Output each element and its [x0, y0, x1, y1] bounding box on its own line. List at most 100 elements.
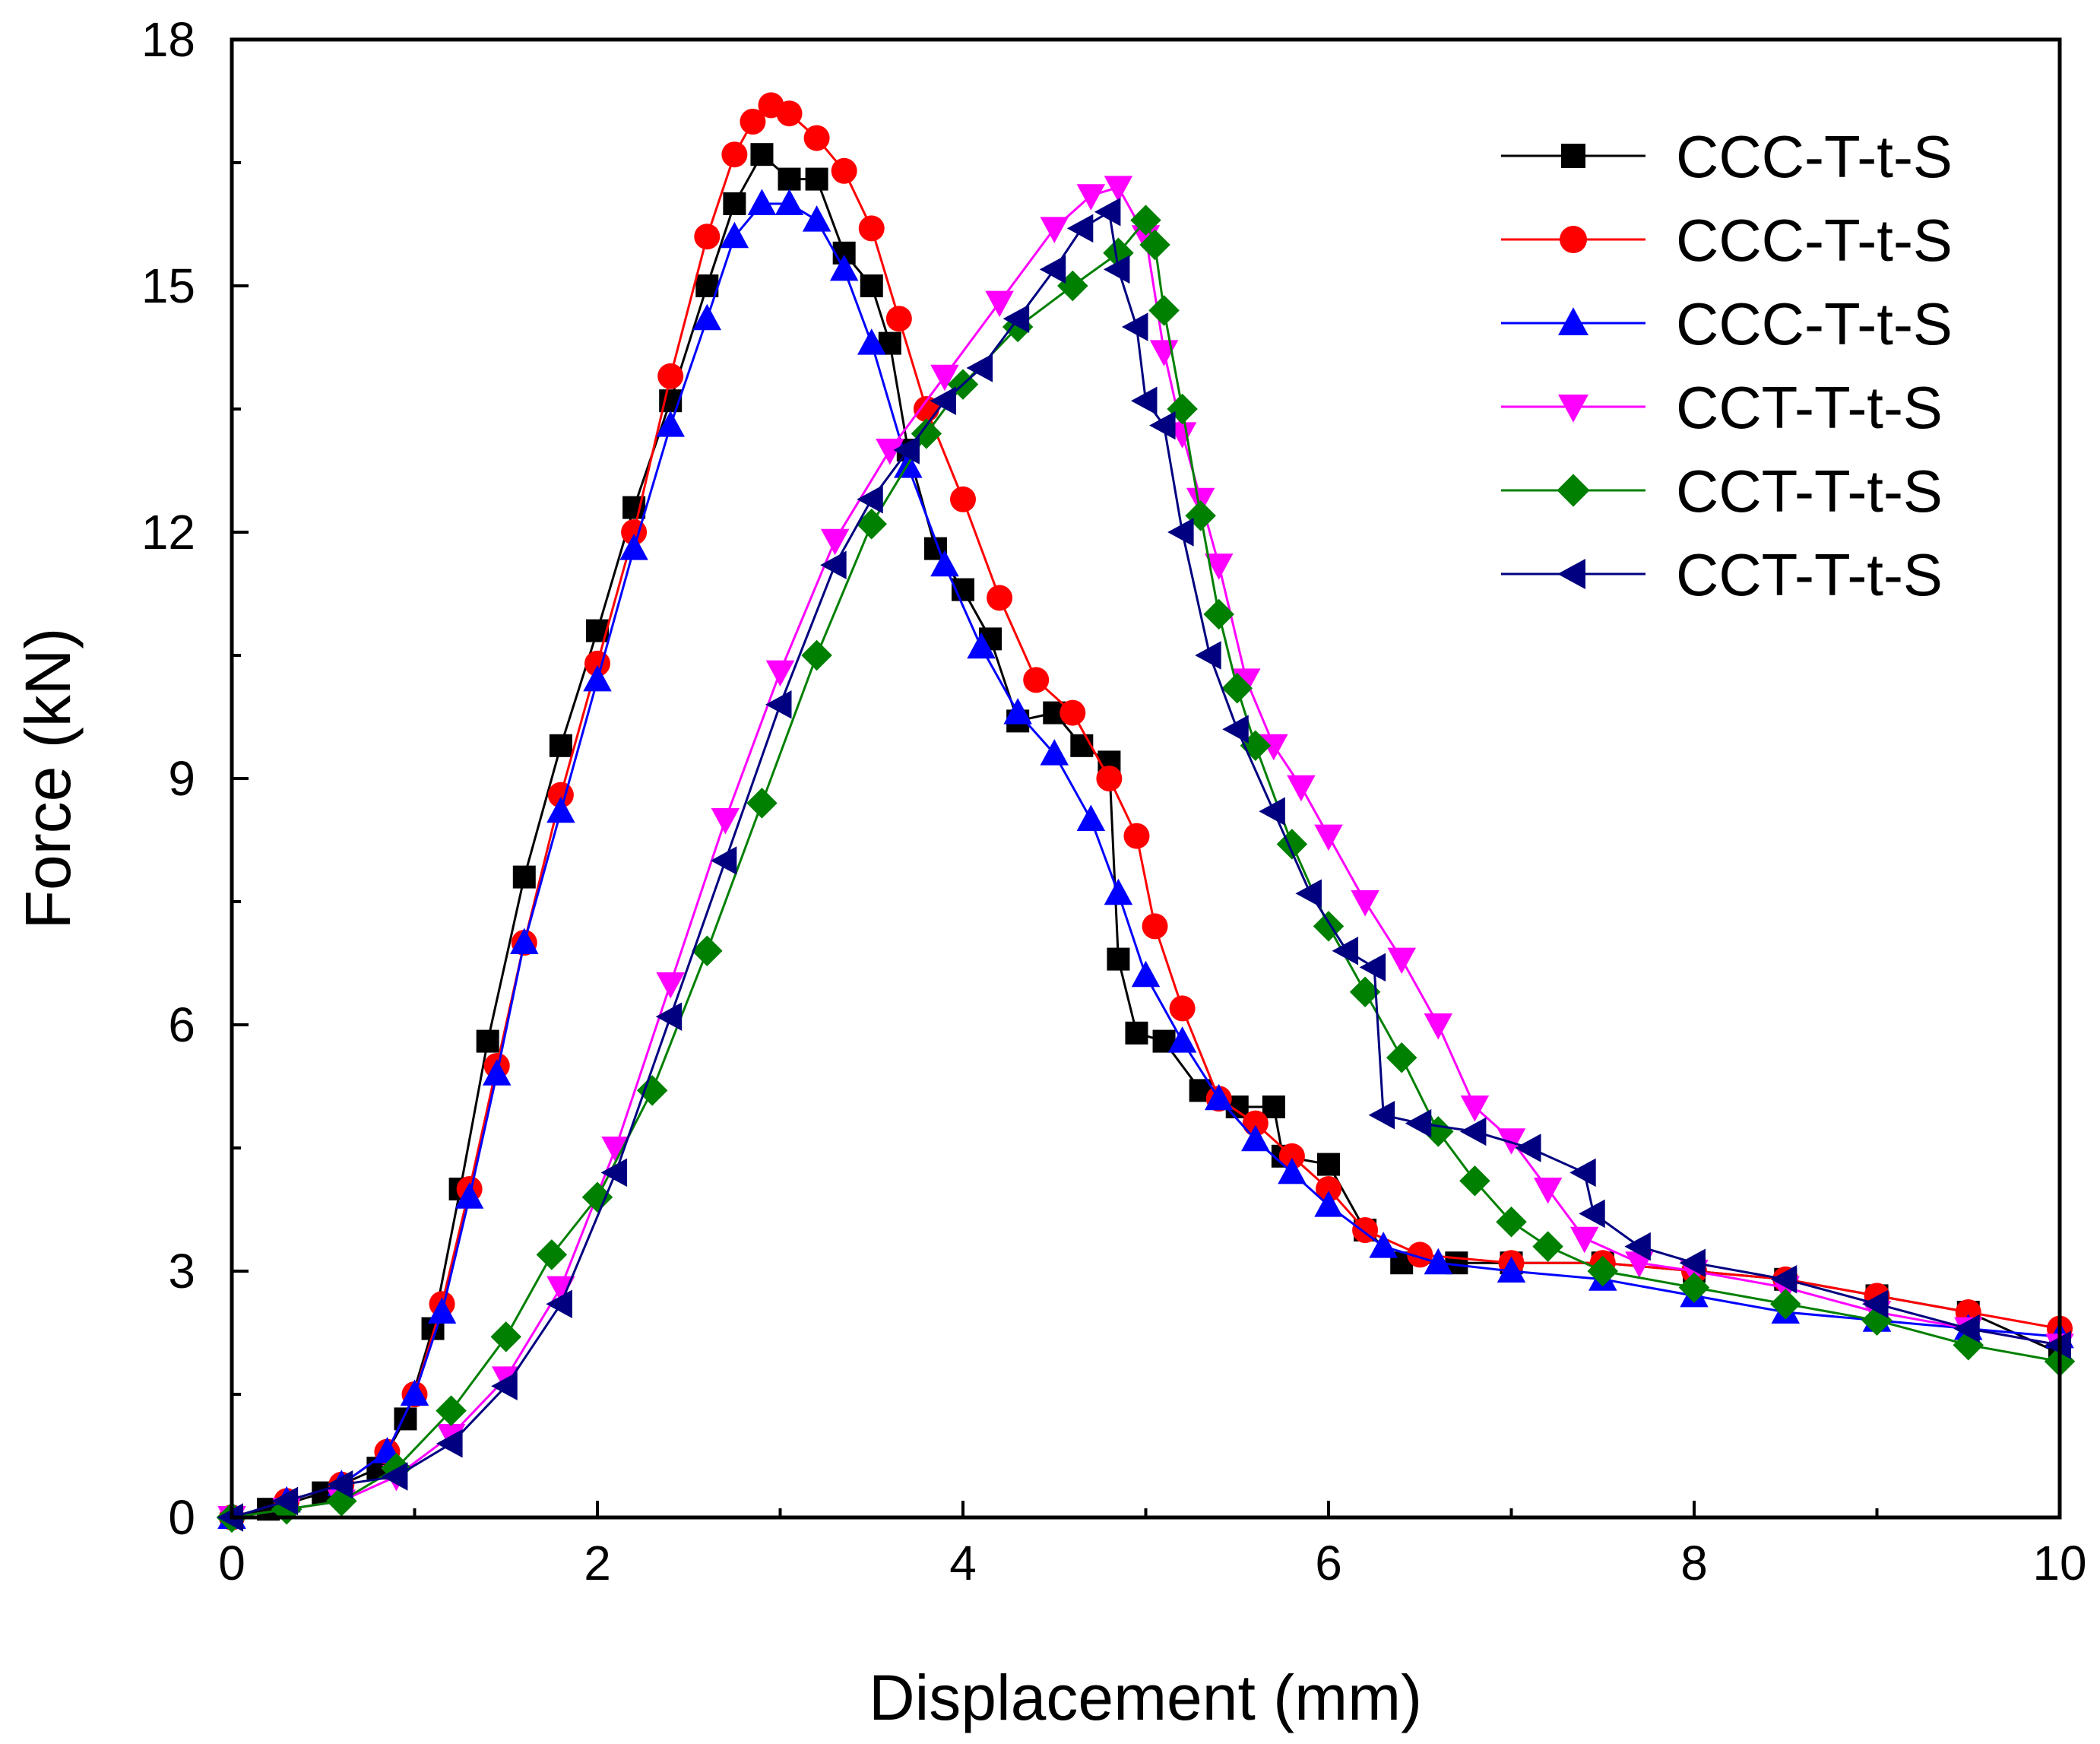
series-3-point [930, 550, 959, 577]
series-5-point [1678, 1272, 1710, 1303]
legend-marker [1558, 307, 1588, 335]
y-tick-label: 9 [168, 751, 195, 806]
series-6-point [893, 436, 920, 465]
series-1-point [723, 192, 746, 215]
series-6-point [1066, 214, 1094, 243]
legend-label: CCT-T-t-S [1676, 374, 1943, 441]
series-3-point [1167, 1026, 1197, 1053]
series-5-point [801, 639, 832, 671]
x-tick-label: 8 [1680, 1536, 1708, 1590]
series-6-point [1094, 198, 1121, 227]
legend-item-2: CCC-T-t-S [1501, 207, 1953, 274]
series-1-point [476, 1029, 499, 1053]
series-3-point [546, 796, 575, 823]
series-5-line [231, 217, 2060, 1519]
y-axis-title: Force (kN) [12, 628, 84, 930]
series-3-point [692, 303, 722, 331]
series-4-point [1259, 734, 1288, 761]
series-3-point [1278, 1157, 1307, 1184]
series-1-point [778, 167, 801, 191]
series-1-point [549, 734, 572, 757]
series-6-point [381, 1462, 408, 1491]
series-6-point [491, 1371, 518, 1400]
series-5-point [1130, 205, 1161, 236]
series-1-point [1317, 1153, 1340, 1176]
series-3-point [1497, 1256, 1526, 1283]
series-3-point [857, 328, 886, 355]
series-6-point [1579, 1199, 1605, 1229]
series-3-point [1424, 1248, 1453, 1275]
legend-marker [1561, 144, 1585, 168]
series-4-point [1314, 824, 1343, 851]
legend-item-5: CCT-T-t-S [1501, 458, 1943, 525]
series-6-point [1368, 1101, 1395, 1130]
series-3-line [231, 202, 2060, 1519]
series-3-point [1204, 1083, 1234, 1111]
series-2-point [803, 125, 830, 151]
series-5-point [1459, 1165, 1490, 1197]
series-2-point [1142, 913, 1168, 940]
series-6-point [930, 386, 956, 415]
series-6-point [1624, 1232, 1651, 1261]
series-2-point [831, 157, 857, 184]
legend-label: CCC-T-t-S [1676, 123, 1953, 190]
series-5-point [746, 788, 778, 819]
series-1-point [860, 274, 883, 297]
series-6-point [820, 550, 847, 579]
series-6-point [1679, 1248, 1706, 1277]
series-5-point [581, 1181, 613, 1213]
series-1-point [1070, 734, 1094, 757]
x-tick-label: 10 [2032, 1536, 2086, 1590]
series-3-point [1040, 739, 1069, 766]
series-3-point [774, 189, 804, 215]
series-6-point [1002, 304, 1030, 333]
legend-marker [1558, 395, 1588, 423]
legend-label: CCT-T-t-S [1676, 458, 1943, 525]
series-3-point [1241, 1124, 1270, 1152]
x-tick-label: 4 [949, 1536, 977, 1590]
legend-marker [1557, 559, 1585, 589]
series-5-point [1587, 1255, 1618, 1287]
series-4-point [985, 290, 1014, 318]
legend-item-1: CCC-T-t-S [1501, 123, 1953, 190]
series-3-point [455, 1182, 484, 1209]
series-5-point [1349, 976, 1381, 1008]
series-3-point [1076, 804, 1106, 831]
series-6-point [1195, 641, 1221, 670]
series-4-point [1287, 775, 1316, 802]
series-4-point [1387, 947, 1416, 975]
series-4-line [231, 185, 2060, 1519]
y-tick-label: 6 [168, 997, 195, 1052]
series-4-point [656, 972, 685, 999]
x-tick-label: 6 [1315, 1536, 1342, 1590]
legend-item-6: CCT-T-t-S [1501, 541, 1943, 608]
series-6-point [436, 1429, 463, 1458]
series-1-point [750, 143, 774, 166]
series-1-point [805, 167, 828, 191]
series-2-point [1316, 1176, 1341, 1202]
series-3-point [482, 1059, 512, 1086]
series-4-point [601, 1137, 630, 1163]
legend-label: CCT-T-t-S [1676, 541, 1943, 608]
series-6-point [1770, 1265, 1798, 1294]
series-3-point [1369, 1232, 1398, 1258]
series-6-point [1121, 312, 1148, 341]
series-6-point [1103, 255, 1130, 284]
series-3-point [1131, 960, 1161, 988]
series-2-point [1242, 1110, 1269, 1137]
series-2-point [1278, 1143, 1305, 1169]
series-4-point [1424, 1013, 1453, 1040]
series-1-point [1107, 947, 1130, 971]
series-3-point [967, 632, 996, 659]
series-3-point [1003, 698, 1032, 725]
series-5-point [692, 935, 723, 967]
series-6-point [1405, 1108, 1432, 1138]
series-4-point [1460, 1096, 1490, 1122]
series-5-point [856, 508, 887, 540]
series-3-point [619, 534, 648, 560]
y-tick-label: 0 [168, 1490, 195, 1545]
series-6-point [1569, 1158, 1596, 1188]
series-2-point [858, 215, 885, 242]
